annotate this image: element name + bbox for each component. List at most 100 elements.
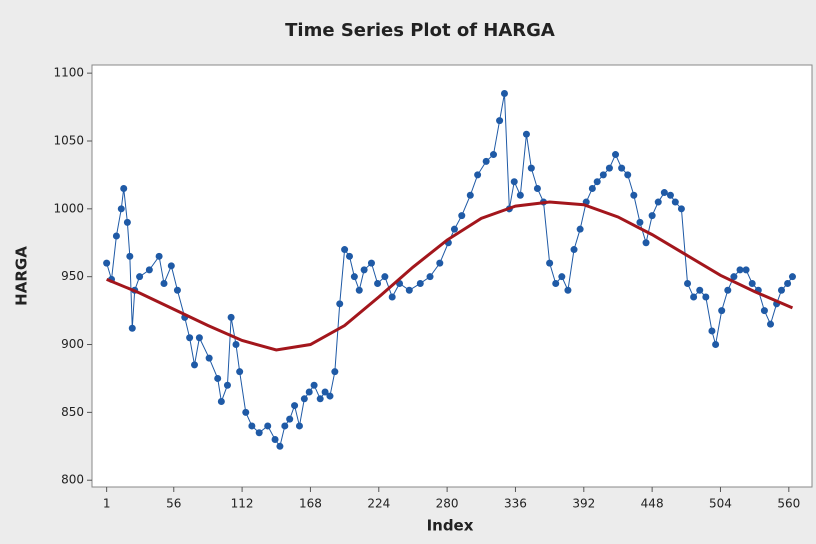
x-tick-label: 1 [103, 497, 111, 511]
data-point [618, 164, 626, 172]
data-point [630, 191, 638, 199]
data-point [326, 392, 334, 400]
data-point [242, 408, 250, 416]
data-point [671, 198, 679, 206]
data-point [112, 232, 120, 240]
data-point [295, 422, 303, 430]
data-point [777, 286, 785, 294]
data-point [271, 436, 279, 444]
data-point [126, 252, 134, 260]
x-tick-label: 112 [231, 497, 254, 511]
data-point [336, 300, 344, 308]
data-point [355, 286, 363, 294]
data-point [217, 398, 225, 406]
data-point [341, 246, 349, 254]
data-point [405, 286, 413, 294]
data-point [666, 191, 674, 199]
data-point [784, 279, 792, 287]
data-point [214, 374, 222, 382]
y-tick-label: 1000 [53, 201, 84, 215]
data-point [552, 279, 560, 287]
data-point [291, 402, 299, 410]
data-point [605, 164, 613, 172]
data-point [546, 259, 554, 267]
data-point [264, 422, 272, 430]
data-point [136, 273, 144, 281]
data-point [742, 266, 750, 274]
data-point [195, 334, 203, 342]
data-point [564, 286, 572, 294]
x-tick-label: 56 [166, 497, 181, 511]
chart-title: Time Series Plot of HARGA [285, 20, 555, 41]
data-point [466, 191, 474, 199]
x-axis-label: Index [427, 517, 474, 535]
data-point [760, 307, 768, 315]
data-point [588, 184, 596, 192]
trend-line [106, 200, 794, 352]
data-point [286, 415, 294, 423]
data-point [767, 320, 775, 328]
data-point [690, 293, 698, 301]
x-tick-label: 336 [504, 497, 527, 511]
data-point [712, 341, 720, 349]
data-point [103, 259, 111, 267]
data-point [593, 178, 601, 186]
y-axis-label: HARGA [13, 246, 31, 306]
data-point [510, 178, 518, 186]
data-point [145, 266, 153, 274]
data-point [677, 205, 685, 213]
data-point [576, 225, 584, 233]
data-point [522, 130, 530, 138]
data-point [186, 334, 194, 342]
data-point [654, 198, 662, 206]
data-point [345, 252, 353, 260]
data-point [708, 327, 716, 335]
x-tick-label: 392 [572, 497, 595, 511]
data-point [660, 189, 668, 197]
data-point [128, 324, 136, 332]
data-point [321, 388, 329, 396]
y-tick-label: 900 [61, 337, 84, 351]
data-point [426, 273, 434, 281]
data-point [232, 341, 240, 349]
data-point [155, 252, 163, 260]
data-point [458, 212, 466, 220]
y-tick-label: 950 [61, 269, 84, 283]
data-point [305, 388, 313, 396]
x-tick-label: 504 [709, 497, 732, 511]
data-point [702, 293, 710, 301]
data-point [636, 218, 644, 226]
data-point [612, 151, 620, 159]
data-point [474, 171, 482, 179]
x-tick-label: 448 [641, 497, 664, 511]
y-tick-label: 1100 [53, 66, 84, 80]
data-point [696, 286, 704, 294]
data-point [533, 184, 541, 192]
data-point [724, 286, 732, 294]
data-point [191, 361, 199, 369]
data-point [331, 368, 339, 376]
data-point [570, 246, 578, 254]
data-point [527, 164, 535, 172]
data-point [482, 157, 490, 165]
data-point [300, 395, 308, 403]
data-point [205, 354, 213, 362]
data-point [436, 259, 444, 267]
y-tick-label: 1050 [53, 133, 84, 147]
data-point [227, 313, 235, 321]
data-point [310, 381, 318, 389]
data-point [450, 225, 458, 233]
data-point [120, 184, 128, 192]
data-point [223, 381, 231, 389]
data-point [684, 279, 692, 287]
data-point [167, 262, 175, 270]
data-point [117, 205, 125, 213]
data-point [255, 429, 263, 437]
data-point [123, 218, 131, 226]
y-tick-label: 850 [61, 405, 84, 419]
data-point [350, 273, 358, 281]
data-point [316, 395, 324, 403]
data-point [416, 279, 424, 287]
data-point [276, 442, 284, 450]
